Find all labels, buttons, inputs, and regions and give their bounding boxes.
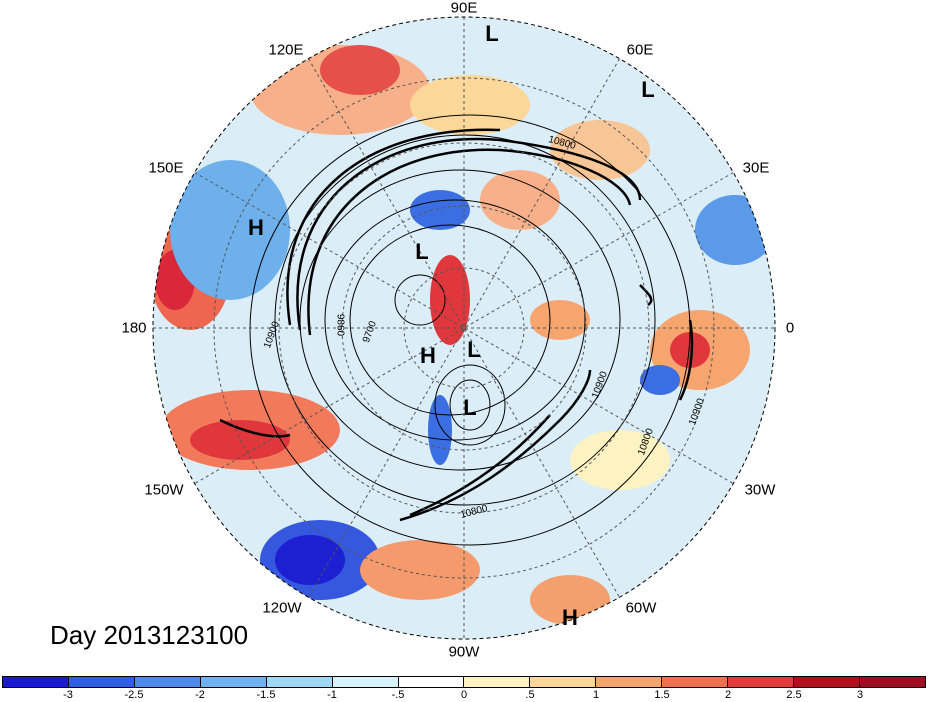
lon-label-150e: 150E — [148, 159, 184, 177]
colorbar-cell — [332, 677, 399, 687]
high-marker: H — [420, 343, 436, 368]
colorbar-cell — [530, 677, 597, 687]
colorbar-tick-label: 2.5 — [786, 689, 802, 701]
colorbar-tick-label: -1.5 — [256, 689, 276, 701]
lon-label-0: 0 — [785, 319, 795, 337]
anomaly-field — [153, 45, 775, 625]
low-marker: L — [485, 21, 499, 46]
colorbar-cell — [728, 677, 795, 687]
lon-label-60e: 60E — [626, 41, 654, 59]
graticule — [153, 17, 775, 639]
height-contours — [249, 114, 691, 546]
colorbar-tick-label: -.5 — [391, 689, 405, 701]
lon-label-180: 180 — [121, 319, 147, 337]
lon-label-150w: 150W — [144, 481, 184, 499]
colorbar-tick-label: -1 — [327, 689, 337, 701]
low-marker: L — [415, 239, 429, 264]
low-marker: L — [467, 337, 481, 362]
colorbar-tick-label: 1 — [592, 689, 600, 701]
contour-label: 9860 — [334, 313, 346, 337]
lon-label-120w: 120W — [262, 599, 302, 617]
lon-label-120e: 120E — [268, 41, 304, 59]
colorbar-tick-label: -2 — [195, 689, 205, 701]
colorbar — [2, 676, 926, 688]
jet-contours — [219, 128, 694, 522]
lon-label-90w: 90W — [448, 643, 480, 661]
day-label: Day 2013123100 — [50, 620, 249, 650]
colorbar-tick-label: -2.5 — [124, 689, 144, 701]
colorbar-cell — [794, 677, 860, 687]
colorbar-tick-label: 1.5 — [654, 689, 670, 701]
lon-label-30e: 30E — [742, 159, 770, 177]
low-marker: L — [641, 77, 655, 102]
colorbar-cell — [200, 677, 267, 687]
high-marker: H — [562, 605, 578, 630]
lon-label-90e: 90E — [450, 0, 478, 17]
colorbar-tick-label: -3 — [63, 689, 73, 701]
low-marker: L — [463, 395, 477, 420]
colorbar-cell — [398, 677, 465, 687]
lon-label-30w: 30W — [744, 481, 776, 499]
high-marker: H — [248, 215, 264, 240]
colorbar-tick-label: 2 — [724, 689, 732, 701]
colorbar-cell — [464, 677, 531, 687]
colorbar-cell — [662, 677, 729, 687]
colorbar-cell — [266, 677, 333, 687]
colorbar-tick-label: 0 — [460, 689, 468, 701]
colorbar-cell — [3, 677, 69, 687]
colorbar-cell — [859, 677, 925, 687]
map-boundary — [152, 16, 776, 640]
lon-label-60w: 60W — [625, 599, 657, 617]
colorbar-tick-label: 3 — [856, 689, 864, 701]
colorbar-cell — [596, 677, 663, 687]
colorbar-cell — [68, 677, 135, 687]
colorbar-cell — [134, 677, 201, 687]
colorbar-tick-label: .5 — [525, 689, 535, 701]
